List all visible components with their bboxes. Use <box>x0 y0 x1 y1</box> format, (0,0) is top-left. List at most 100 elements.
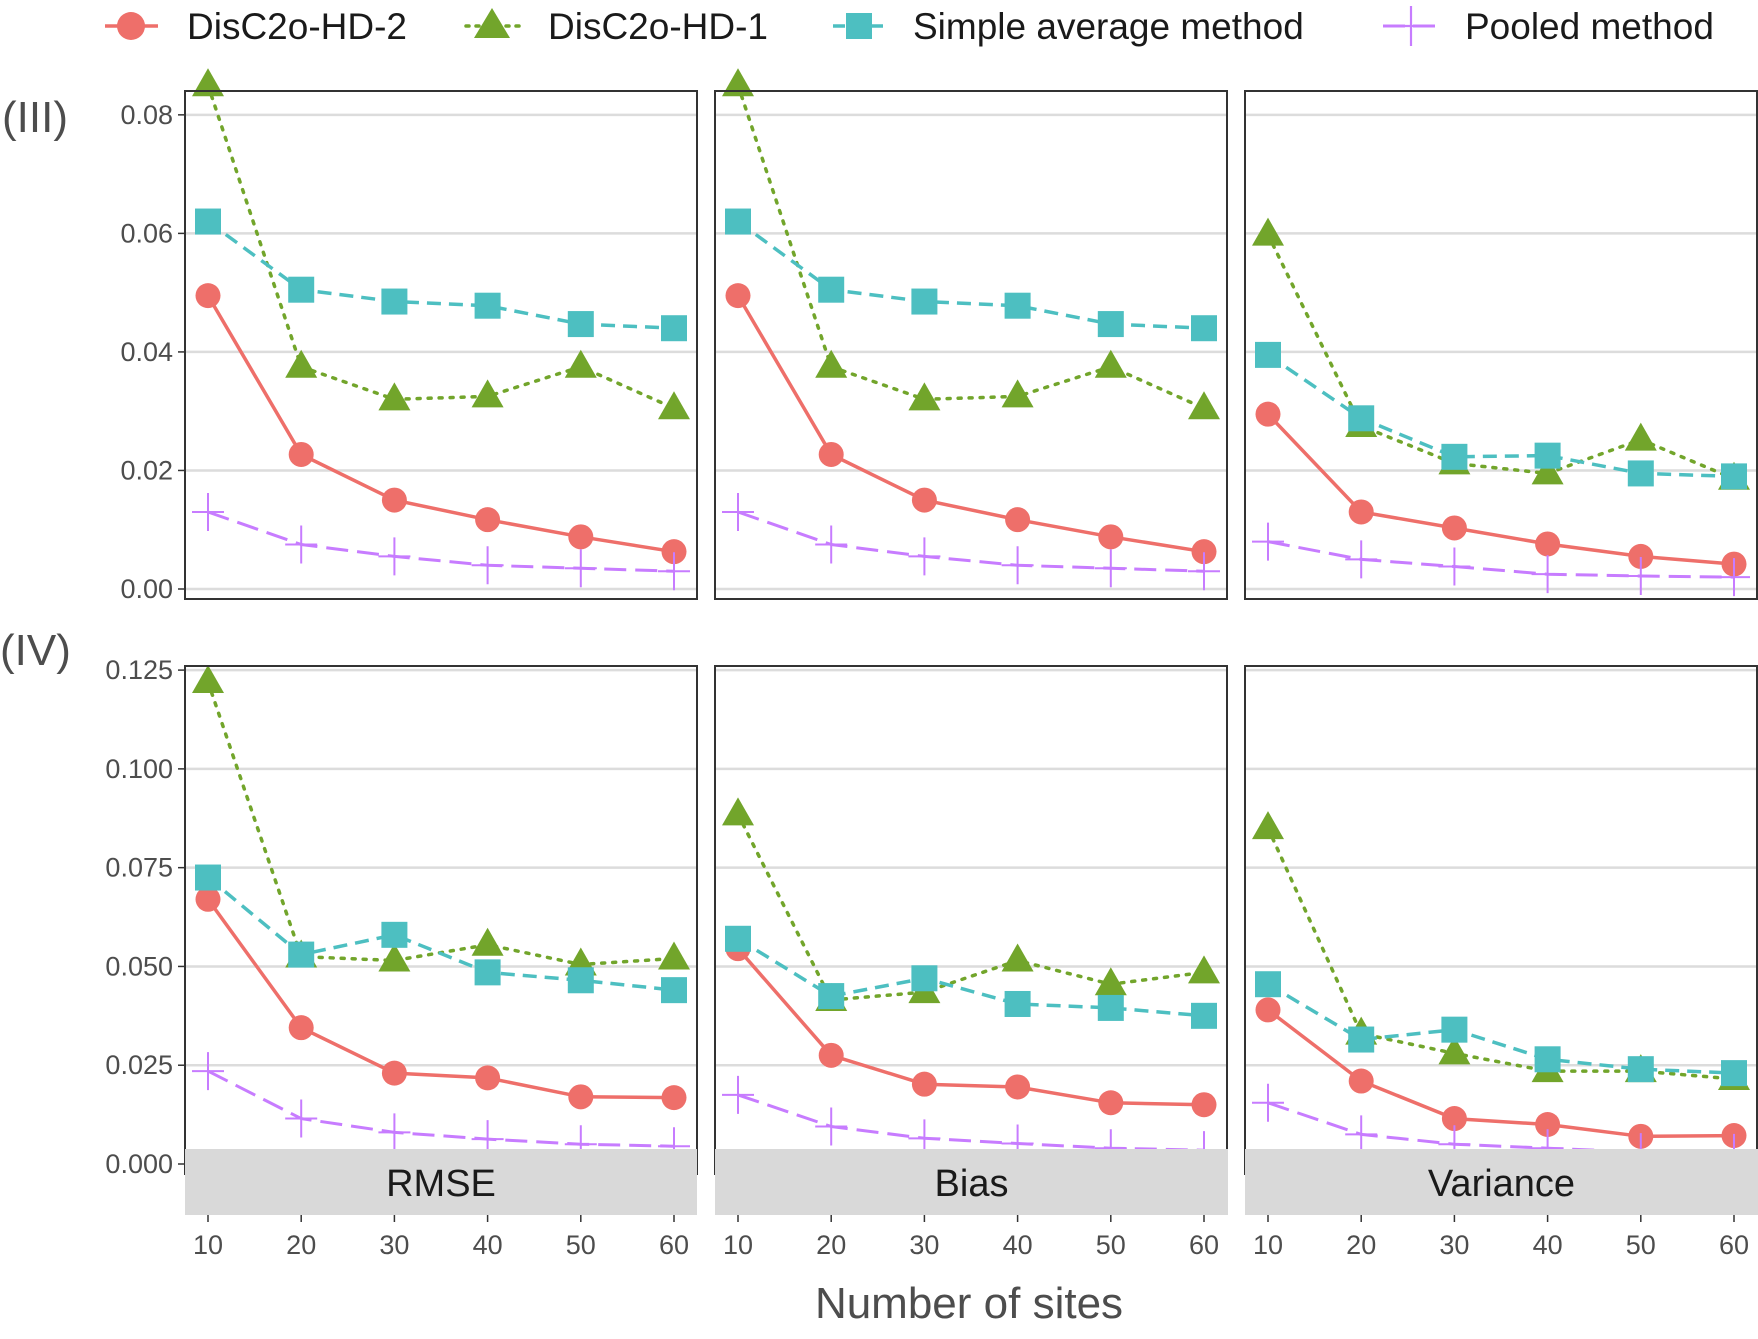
point-disc2o-hd-1 <box>658 391 690 420</box>
point-simple-average-method <box>1721 1060 1747 1087</box>
point-disc2o-hd-2 <box>288 441 314 467</box>
point-pooled-method <box>192 492 224 531</box>
series-line-disc2o-hd-2 <box>206 898 675 1100</box>
point-pooled-method <box>1718 558 1750 597</box>
x-tick-label: 10 <box>1253 1230 1283 1260</box>
series-line-simple-average-method <box>206 876 675 992</box>
point-disc2o-hd-1 <box>378 382 411 411</box>
point-disc2o-hd-2 <box>381 487 407 513</box>
x-tick-label: 10 <box>193 1230 223 1260</box>
point-simple-average-method <box>1255 971 1281 998</box>
point-disc2o-hd-2 <box>911 487 937 513</box>
point-simple-average-method <box>381 921 408 948</box>
x-tick-label: 30 <box>909 1230 939 1260</box>
point-disc2o-hd-2 <box>195 886 221 912</box>
point-pooled-method <box>1001 546 1034 585</box>
point-simple-average-method <box>911 965 938 992</box>
point-simple-average-method <box>911 288 938 315</box>
point-disc2o-hd-2 <box>475 507 501 533</box>
point-disc2o-hd-2 <box>288 1015 314 1041</box>
x-tick-label: 60 <box>1189 1230 1219 1260</box>
point-pooled-method <box>285 1099 318 1138</box>
point-simple-average-method <box>661 977 687 1004</box>
legend-label-disc2o-hd-1: DisC2o-HD-1 <box>548 6 768 47</box>
point-pooled-method <box>1094 549 1127 588</box>
point-disc2o-hd-1 <box>471 379 504 408</box>
point-simple-average-method <box>474 959 501 986</box>
point-simple-average-method <box>288 941 315 968</box>
point-disc2o-hd-1 <box>908 382 941 411</box>
series-line-pooled-method <box>1267 1101 1735 1155</box>
point-disc2o-hd-1 <box>564 349 597 378</box>
x-tick-label: 40 <box>1003 1230 1033 1260</box>
y-tick-label: 0.00 <box>120 574 173 604</box>
y-tick-label: 0.100 <box>105 754 173 784</box>
point-simple-average-method <box>288 276 315 303</box>
panel-border <box>184 90 698 600</box>
strip-bias <box>715 1149 1228 1215</box>
x-tick-label: 40 <box>1533 1230 1563 1260</box>
x-tick-label: 20 <box>816 1230 846 1260</box>
series-line-disc2o-hd-1 <box>736 83 1206 410</box>
point-pooled-method <box>471 546 504 585</box>
series-line-pooled-method <box>737 1093 1205 1152</box>
point-disc2o-hd-2 <box>661 539 687 565</box>
series-line-disc2o-hd-2 <box>1266 1008 1735 1139</box>
point-disc2o-hd-2 <box>911 1071 937 1097</box>
x-axis-title: Number of sites <box>815 1279 1123 1328</box>
x-tick-labels: 10 10 10 20 20 20 30 30 30 40 40 40 50 50 50 60 60 60 <box>193 1215 1749 1260</box>
row-label-iv: (IV) <box>0 626 71 675</box>
legend-marker-simple-average <box>846 13 872 39</box>
legend-marker-disc2o-hd-1 <box>474 8 510 38</box>
point-disc2o-hd-2 <box>818 1042 844 1068</box>
point-disc2o-hd-2 <box>1535 1111 1561 1137</box>
point-disc2o-hd-1 <box>658 941 690 970</box>
x-tick-label: 30 <box>379 1230 409 1260</box>
point-simple-average-method <box>1441 443 1468 470</box>
x-tick-label: 10 <box>723 1230 753 1260</box>
y-tick-label: 0.06 <box>120 218 173 248</box>
point-pooled-method <box>1252 1083 1284 1122</box>
point-disc2o-hd-2 <box>1628 543 1654 569</box>
panel-grid: 0.00 0.02 0.04 0.06 0.08 0.000 0.025 0.050 0.075… <box>105 68 1758 1179</box>
point-disc2o-hd-1 <box>815 349 848 378</box>
point-pooled-method <box>285 525 318 564</box>
point-simple-average-method <box>818 983 845 1010</box>
point-pooled-method <box>815 525 848 564</box>
point-disc2o-hd-2 <box>818 441 844 467</box>
point-simple-average-method <box>661 315 687 342</box>
series-line-simple-average-method <box>1267 982 1735 1075</box>
legend: DisC2o-HD-2 DisC2o-HD-1 Simple average m… <box>105 6 1714 47</box>
y-tick-label: 0.075 <box>105 853 173 883</box>
point-disc2o-hd-1 <box>1531 456 1564 485</box>
point-pooled-method <box>192 1052 224 1091</box>
point-disc2o-hd-2 <box>1441 1106 1467 1132</box>
panel-iii-variance <box>1244 90 1758 600</box>
panel-iii-bias <box>714 68 1228 600</box>
series-line-disc2o-hd-1 <box>206 83 676 410</box>
point-simple-average-method <box>1534 442 1561 469</box>
point-simple-average-method <box>1534 1046 1561 1073</box>
point-pooled-method <box>378 1113 411 1152</box>
point-simple-average-method <box>1627 460 1654 487</box>
point-pooled-method <box>722 492 754 531</box>
facet-strips: RMSE Bias Variance <box>185 1149 1758 1215</box>
strip-label-variance: Variance <box>1428 1163 1575 1205</box>
point-pooled-method <box>378 537 411 576</box>
series-line-disc2o-hd-1 <box>206 680 676 967</box>
point-disc2o-hd-1 <box>1001 379 1034 408</box>
point-disc2o-hd-2 <box>1098 524 1124 550</box>
panel-iv-variance <box>1244 665 1758 1175</box>
x-tick-label: 20 <box>1346 1230 1376 1260</box>
x-tick-label: 50 <box>1626 1230 1656 1260</box>
legend-label-disc2o-hd-2: DisC2o-HD-2 <box>187 6 407 47</box>
point-simple-average-method <box>195 208 221 235</box>
point-disc2o-hd-2 <box>1255 401 1281 427</box>
point-disc2o-hd-1 <box>1252 811 1284 840</box>
point-disc2o-hd-1 <box>1001 943 1034 972</box>
y-tick-label: 0.025 <box>105 1050 173 1080</box>
point-disc2o-hd-1 <box>1252 217 1284 246</box>
point-pooled-method <box>1531 555 1564 594</box>
series-line-disc2o-hd-1 <box>1266 232 1736 481</box>
point-disc2o-hd-1 <box>722 797 754 826</box>
